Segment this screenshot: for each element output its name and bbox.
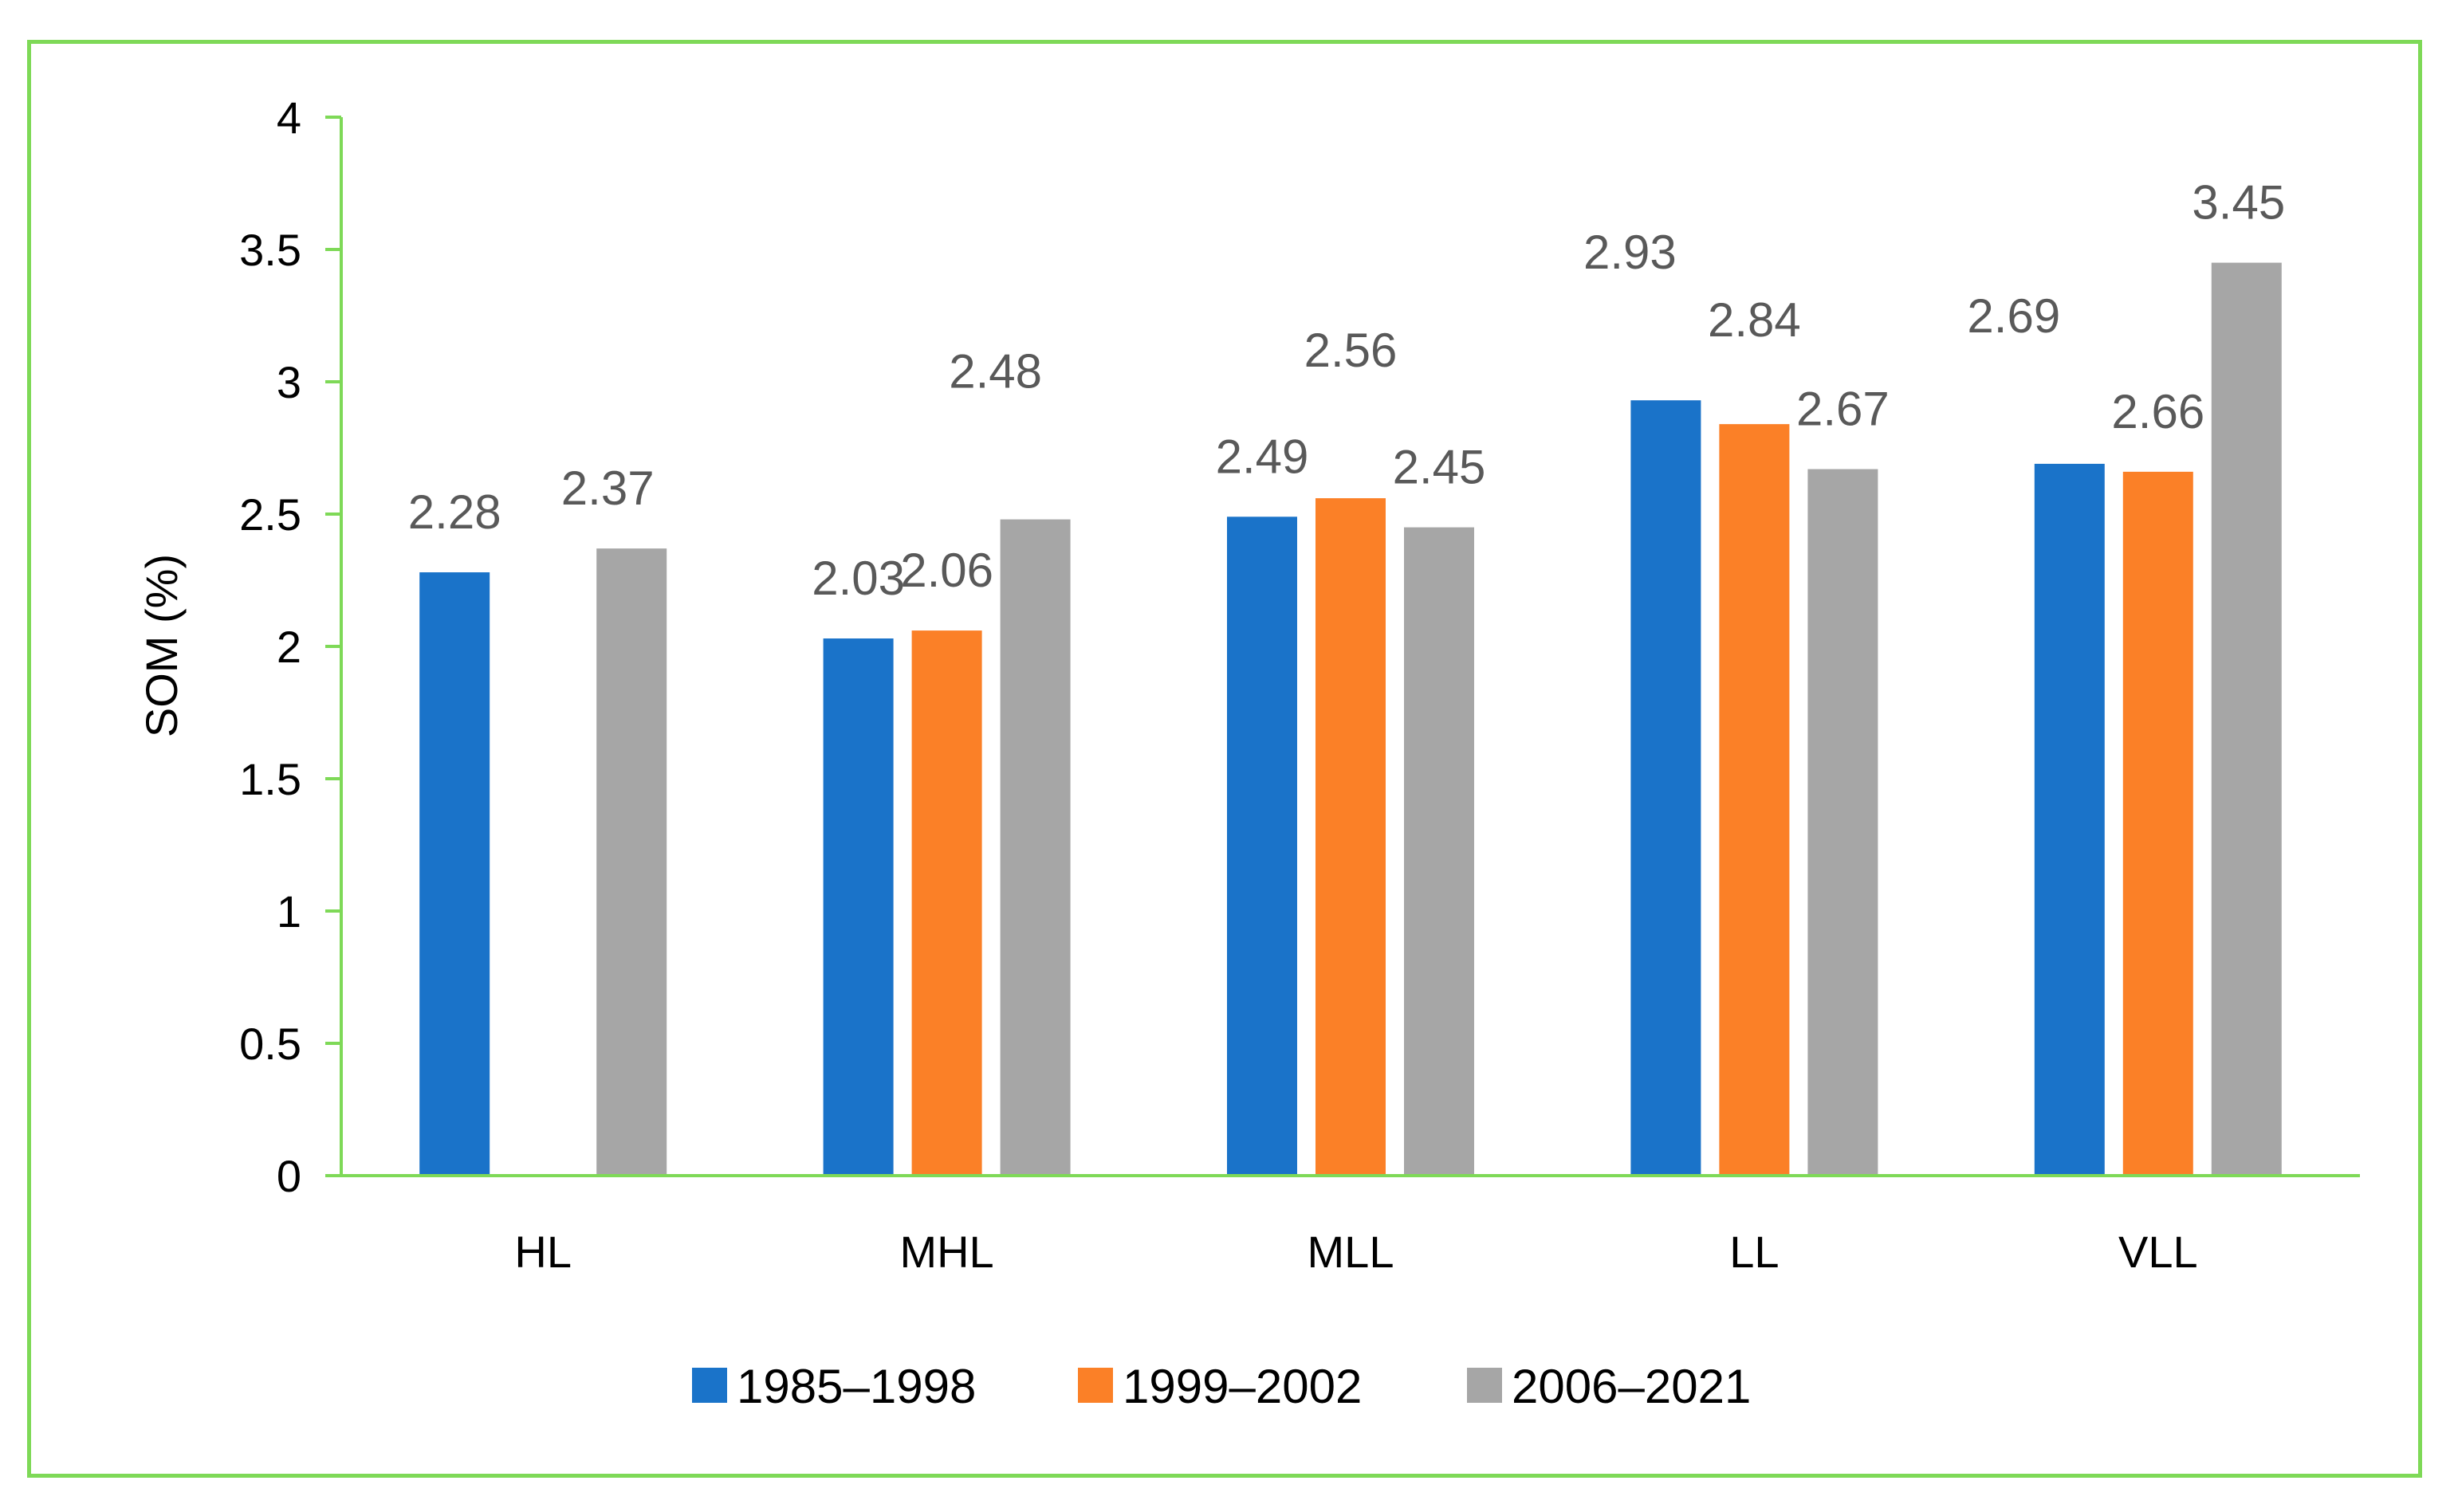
- y-tick-label: 0: [277, 1151, 301, 1201]
- x-category-label: LL: [1729, 1227, 1779, 1277]
- data-label: 3.45: [2192, 176, 2285, 230]
- bar-mll-series-2: [1315, 498, 1386, 1176]
- y-tick-label: 3.5: [239, 225, 301, 275]
- bar-mll-series-3: [1404, 527, 1474, 1176]
- legend-label: 2006–2021: [1512, 1360, 1751, 1413]
- data-label: 2.84: [1708, 293, 1801, 347]
- bar-hl-series-1: [419, 572, 490, 1176]
- bar-mhl-series-1: [823, 638, 894, 1176]
- bar-vll-series-1: [2034, 463, 2105, 1176]
- data-label: 2.69: [1967, 289, 2060, 343]
- legend-swatch: [1467, 1368, 1502, 1403]
- y-tick-label: 2.5: [239, 489, 301, 540]
- bar-vll-series-3: [2211, 262, 2282, 1176]
- bars: [419, 262, 2282, 1176]
- data-label: 2.67: [1796, 383, 1890, 436]
- x-category-label: HL: [514, 1227, 572, 1277]
- data-labels: 2.28 2.37 2.032.06 2.48 2.49 2.56 2.45 2.93 2.84…: [408, 176, 2285, 605]
- bar-ll-series-1: [1630, 400, 1701, 1176]
- data-label: 2.37: [561, 461, 655, 515]
- data-label: 2.03: [812, 552, 905, 605]
- x-category-label: MHL: [899, 1227, 993, 1277]
- data-label: 2.28: [408, 485, 501, 539]
- bar-mhl-series-3: [1000, 519, 1071, 1176]
- legend-label: 1985–1998: [737, 1360, 976, 1413]
- data-label: 2.66: [2111, 385, 2204, 438]
- bar-ll-series-3: [1807, 469, 1878, 1176]
- data-label: 2.06: [900, 544, 993, 597]
- bar-ll-series-2: [1719, 424, 1790, 1176]
- y-axis-ticks: 0 0.5 1 1.5 2 2.5 3 3.5 4: [239, 92, 341, 1201]
- y-tick-label: 3: [277, 357, 301, 407]
- y-tick-label: 4: [277, 92, 301, 143]
- y-tick-label: 0.5: [239, 1019, 301, 1069]
- bar-mll-series-1: [1227, 516, 1297, 1176]
- legend-swatch: [692, 1368, 727, 1403]
- category-labels: HL MHL MLL LL VLL: [514, 1227, 2197, 1277]
- y-tick-label: 1: [277, 886, 301, 937]
- y-tick-label: 1.5: [239, 754, 301, 804]
- legend-swatch: [1078, 1368, 1113, 1403]
- bar-vll-series-2: [2122, 471, 2193, 1176]
- x-category-label: MLL: [1308, 1227, 1394, 1277]
- y-tick-label: 2: [277, 622, 301, 672]
- legend: 1985–1998 1999–2002 2006–2021: [692, 1360, 1751, 1413]
- chart-frame: [27, 40, 2422, 1478]
- data-label: 2.93: [1583, 226, 1677, 279]
- data-label: 2.48: [949, 345, 1042, 399]
- data-label: 2.49: [1216, 430, 1309, 483]
- data-label: 2.56: [1304, 324, 1398, 377]
- bar-hl-series-3: [596, 548, 667, 1176]
- data-label: 2.45: [1393, 441, 1486, 494]
- legend-label: 1999–2002: [1123, 1360, 1362, 1413]
- bar-mhl-series-2: [911, 630, 982, 1176]
- x-category-label: VLL: [2118, 1227, 2198, 1277]
- y-axis-title: SOM (%): [136, 554, 187, 737]
